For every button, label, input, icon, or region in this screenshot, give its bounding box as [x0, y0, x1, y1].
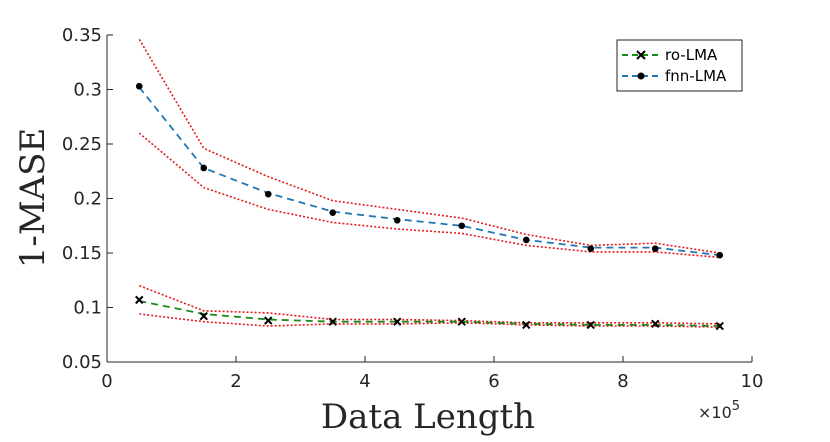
data-point-fnn-lma [458, 222, 466, 230]
upper-bound-ro-lma [139, 284, 720, 325]
data-point-ro-lma [199, 312, 208, 321]
x-axis-multiplier-base: ×10 [698, 403, 732, 422]
data-point-fnn-lma [651, 245, 659, 252]
y-tick-label: 0.15 [62, 243, 102, 264]
data-point-fnn-lma [200, 164, 208, 172]
data-point-fnn-lma [587, 245, 595, 252]
x-tick-label: 8 [617, 371, 628, 392]
lower-bound-fnn-lma [138, 132, 720, 259]
data-point-ro-lma [651, 319, 660, 329]
y-tick-label: 0.3 [73, 80, 102, 101]
y-tick-label: 0.25 [62, 134, 102, 155]
y-tick-label: 0.05 [62, 352, 102, 373]
data-point-ro-lma [135, 295, 144, 305]
x-axis-multiplier-exponent: 5 [732, 399, 740, 414]
data-point-ro-lma [715, 321, 724, 331]
legend-label-fnn-lma: fnn-LMA [665, 67, 727, 85]
legend-box [616, 39, 743, 92]
x-tick-label: 2 [230, 371, 241, 392]
series-line-fnn-lma [138, 86, 720, 257]
data-point-fnn-lma [716, 251, 724, 259]
data-point-ro-lma [522, 320, 531, 330]
data-point-fnn-lma [393, 217, 401, 224]
y-axis-title: 1-MASE [13, 128, 53, 269]
data-markers [135, 82, 724, 331]
data-point-fnn-lma [264, 190, 272, 198]
x-axis-multiplier: ×105 [698, 399, 740, 422]
data-point-fnn-lma [522, 236, 530, 244]
data-point-ro-lma [264, 316, 273, 325]
data-point-ro-lma [457, 317, 466, 326]
x-tick-label: 10 [741, 371, 764, 392]
x-tick-label: 4 [359, 371, 370, 392]
x-axis-title: Data Length [321, 397, 535, 437]
legend-marker-fnn-lma [637, 72, 645, 80]
y-tick-label: 0.2 [73, 189, 102, 210]
y-tick-label: 0.35 [62, 25, 102, 46]
confidence-bounds [138, 38, 720, 328]
data-point-ro-lma [393, 317, 402, 326]
x-tick-label: 6 [488, 371, 499, 392]
legend-label-ro-lma: ro-LMA [665, 46, 718, 64]
data-point-ro-lma [328, 317, 337, 326]
data-point-fnn-lma [329, 209, 337, 216]
lower-bound-ro-lma [139, 313, 720, 328]
data-point-fnn-lma [135, 82, 143, 90]
y-tick-label: 0.1 [73, 298, 102, 319]
data-point-ro-lma [586, 320, 595, 330]
mean-lines [138, 86, 720, 327]
series-line-ro-lma [139, 300, 720, 327]
legend: ro-LMA fnn-LMA [616, 39, 743, 92]
upper-bound-fnn-lma [138, 38, 720, 254]
x-tick-label: 0 [101, 371, 112, 392]
axes: 0 2 4 6 8 10 0.05 0.1 0.15 0.2 0.25 0.3 0.35 [62, 25, 764, 392]
legend-marker-ro-lma [636, 50, 646, 60]
